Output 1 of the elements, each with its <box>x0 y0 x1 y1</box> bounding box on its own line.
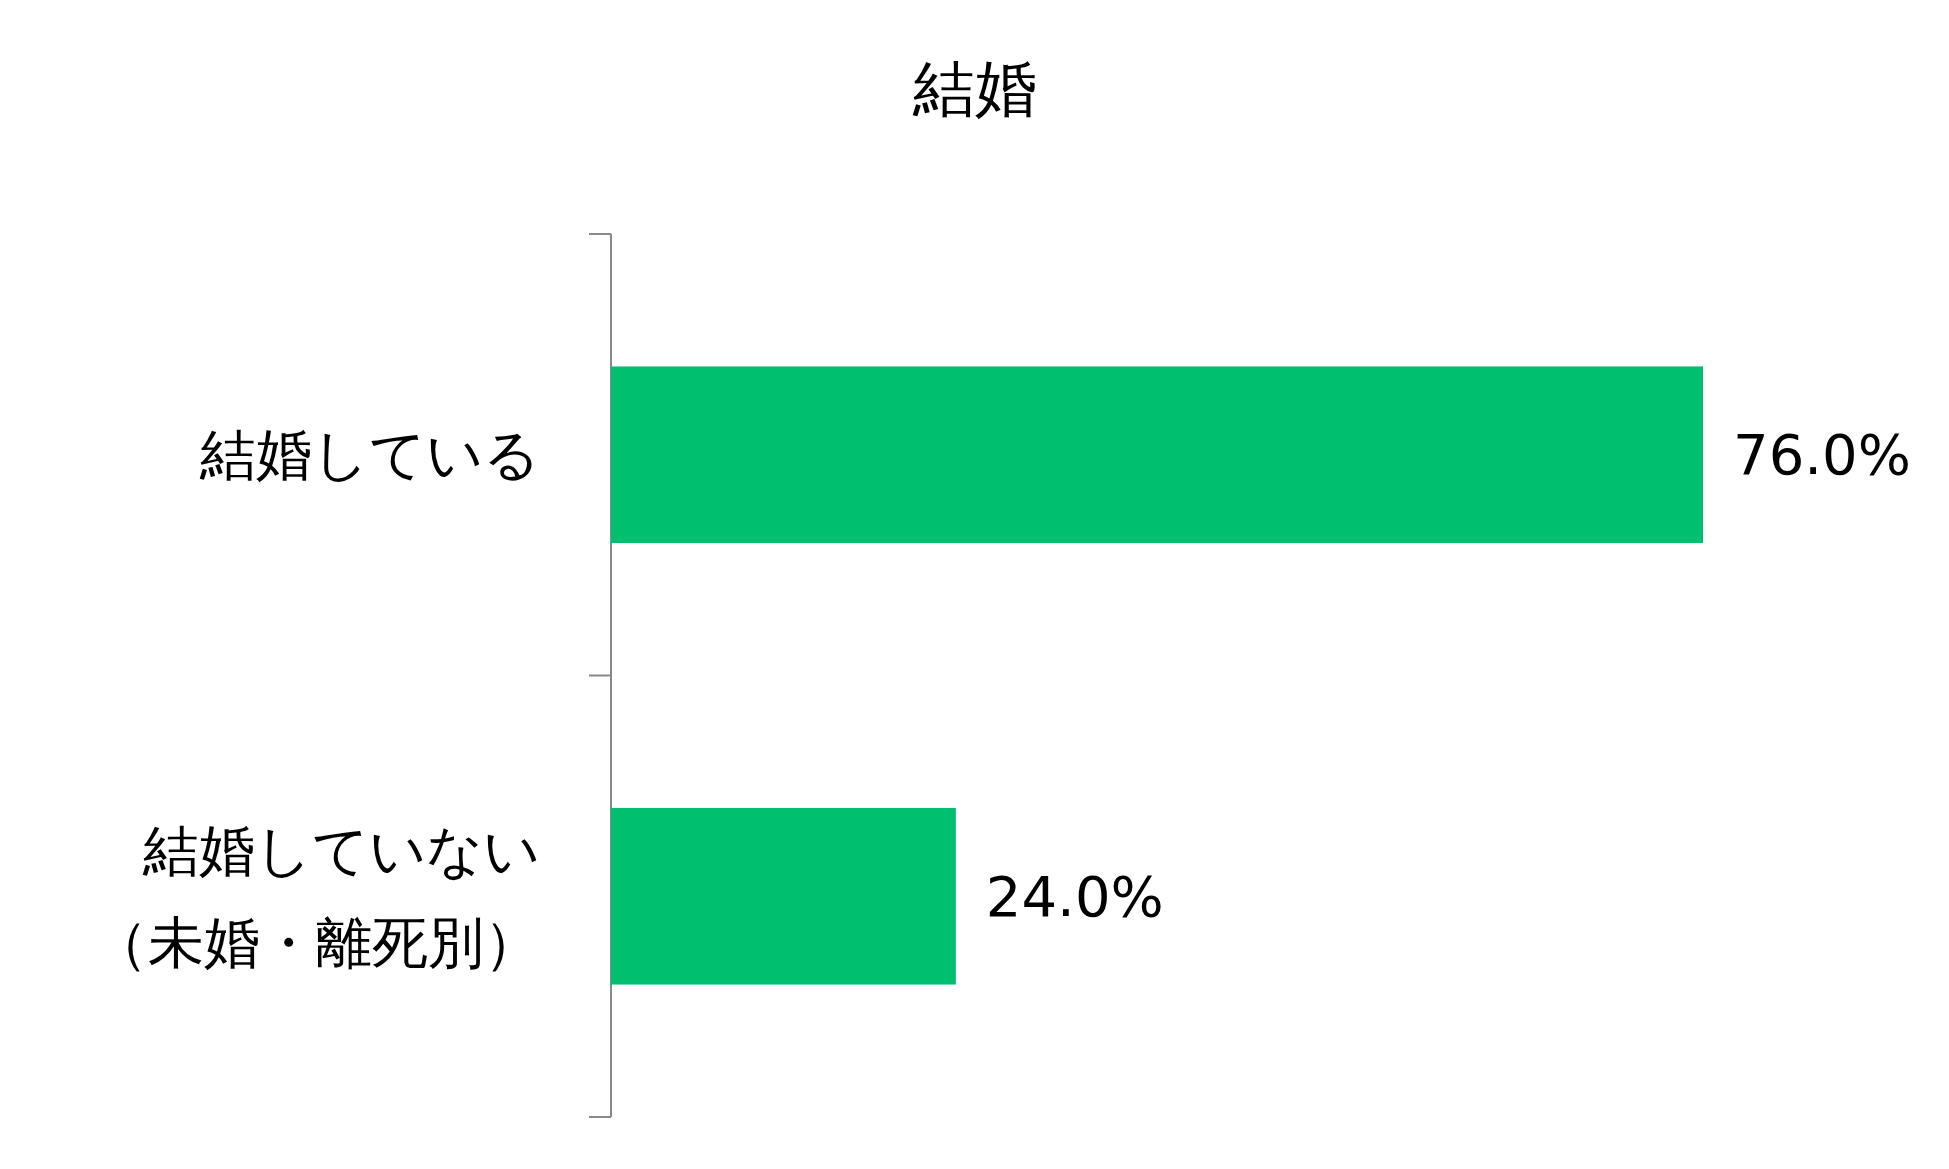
title: 結婚 <box>913 51 1037 125</box>
